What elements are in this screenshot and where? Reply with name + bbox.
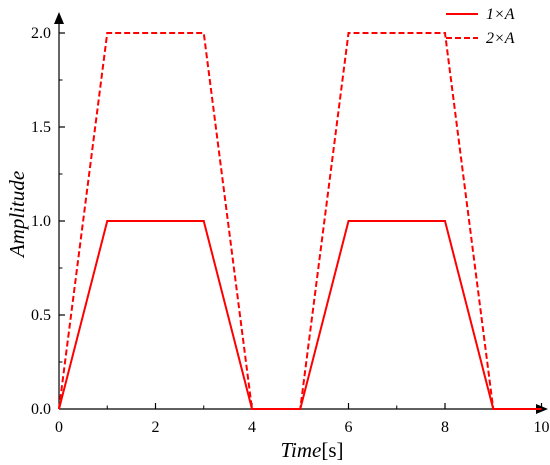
axes: 0.0 0.5 1.0 1.5 2.0 0 2 4 6 8 10 xyxy=(31,12,550,436)
x-axis-title-unit: [s] xyxy=(321,438,343,462)
y-tick-label: 1.5 xyxy=(31,119,51,136)
series-layer xyxy=(58,32,542,410)
y-axis-title: Amplitude xyxy=(5,171,29,259)
x-tick-label: 2 xyxy=(152,419,160,436)
legend-label: 2×A xyxy=(486,30,515,47)
y-tick-label: 1.0 xyxy=(31,213,51,230)
y-axis-arrow xyxy=(54,12,64,24)
x-tick-label: 4 xyxy=(248,419,256,436)
series-line-1xa xyxy=(58,220,542,410)
legend: 1×A2×A xyxy=(446,6,515,47)
x-axis-title: Time[s] xyxy=(280,438,343,462)
y-tick-label: 2.0 xyxy=(31,25,51,42)
x-tick-label: 0 xyxy=(55,419,63,436)
x-axis-title-name: Time xyxy=(280,438,321,462)
x-tick-label: 10 xyxy=(534,419,550,436)
x-tick-label: 8 xyxy=(441,419,449,436)
y-tick-label: 0.0 xyxy=(31,401,51,418)
x-tick-label: 6 xyxy=(345,419,353,436)
y-tick-label: 0.5 xyxy=(31,307,51,324)
series-line-2xa xyxy=(58,32,542,410)
legend-label: 1×A xyxy=(486,6,515,23)
